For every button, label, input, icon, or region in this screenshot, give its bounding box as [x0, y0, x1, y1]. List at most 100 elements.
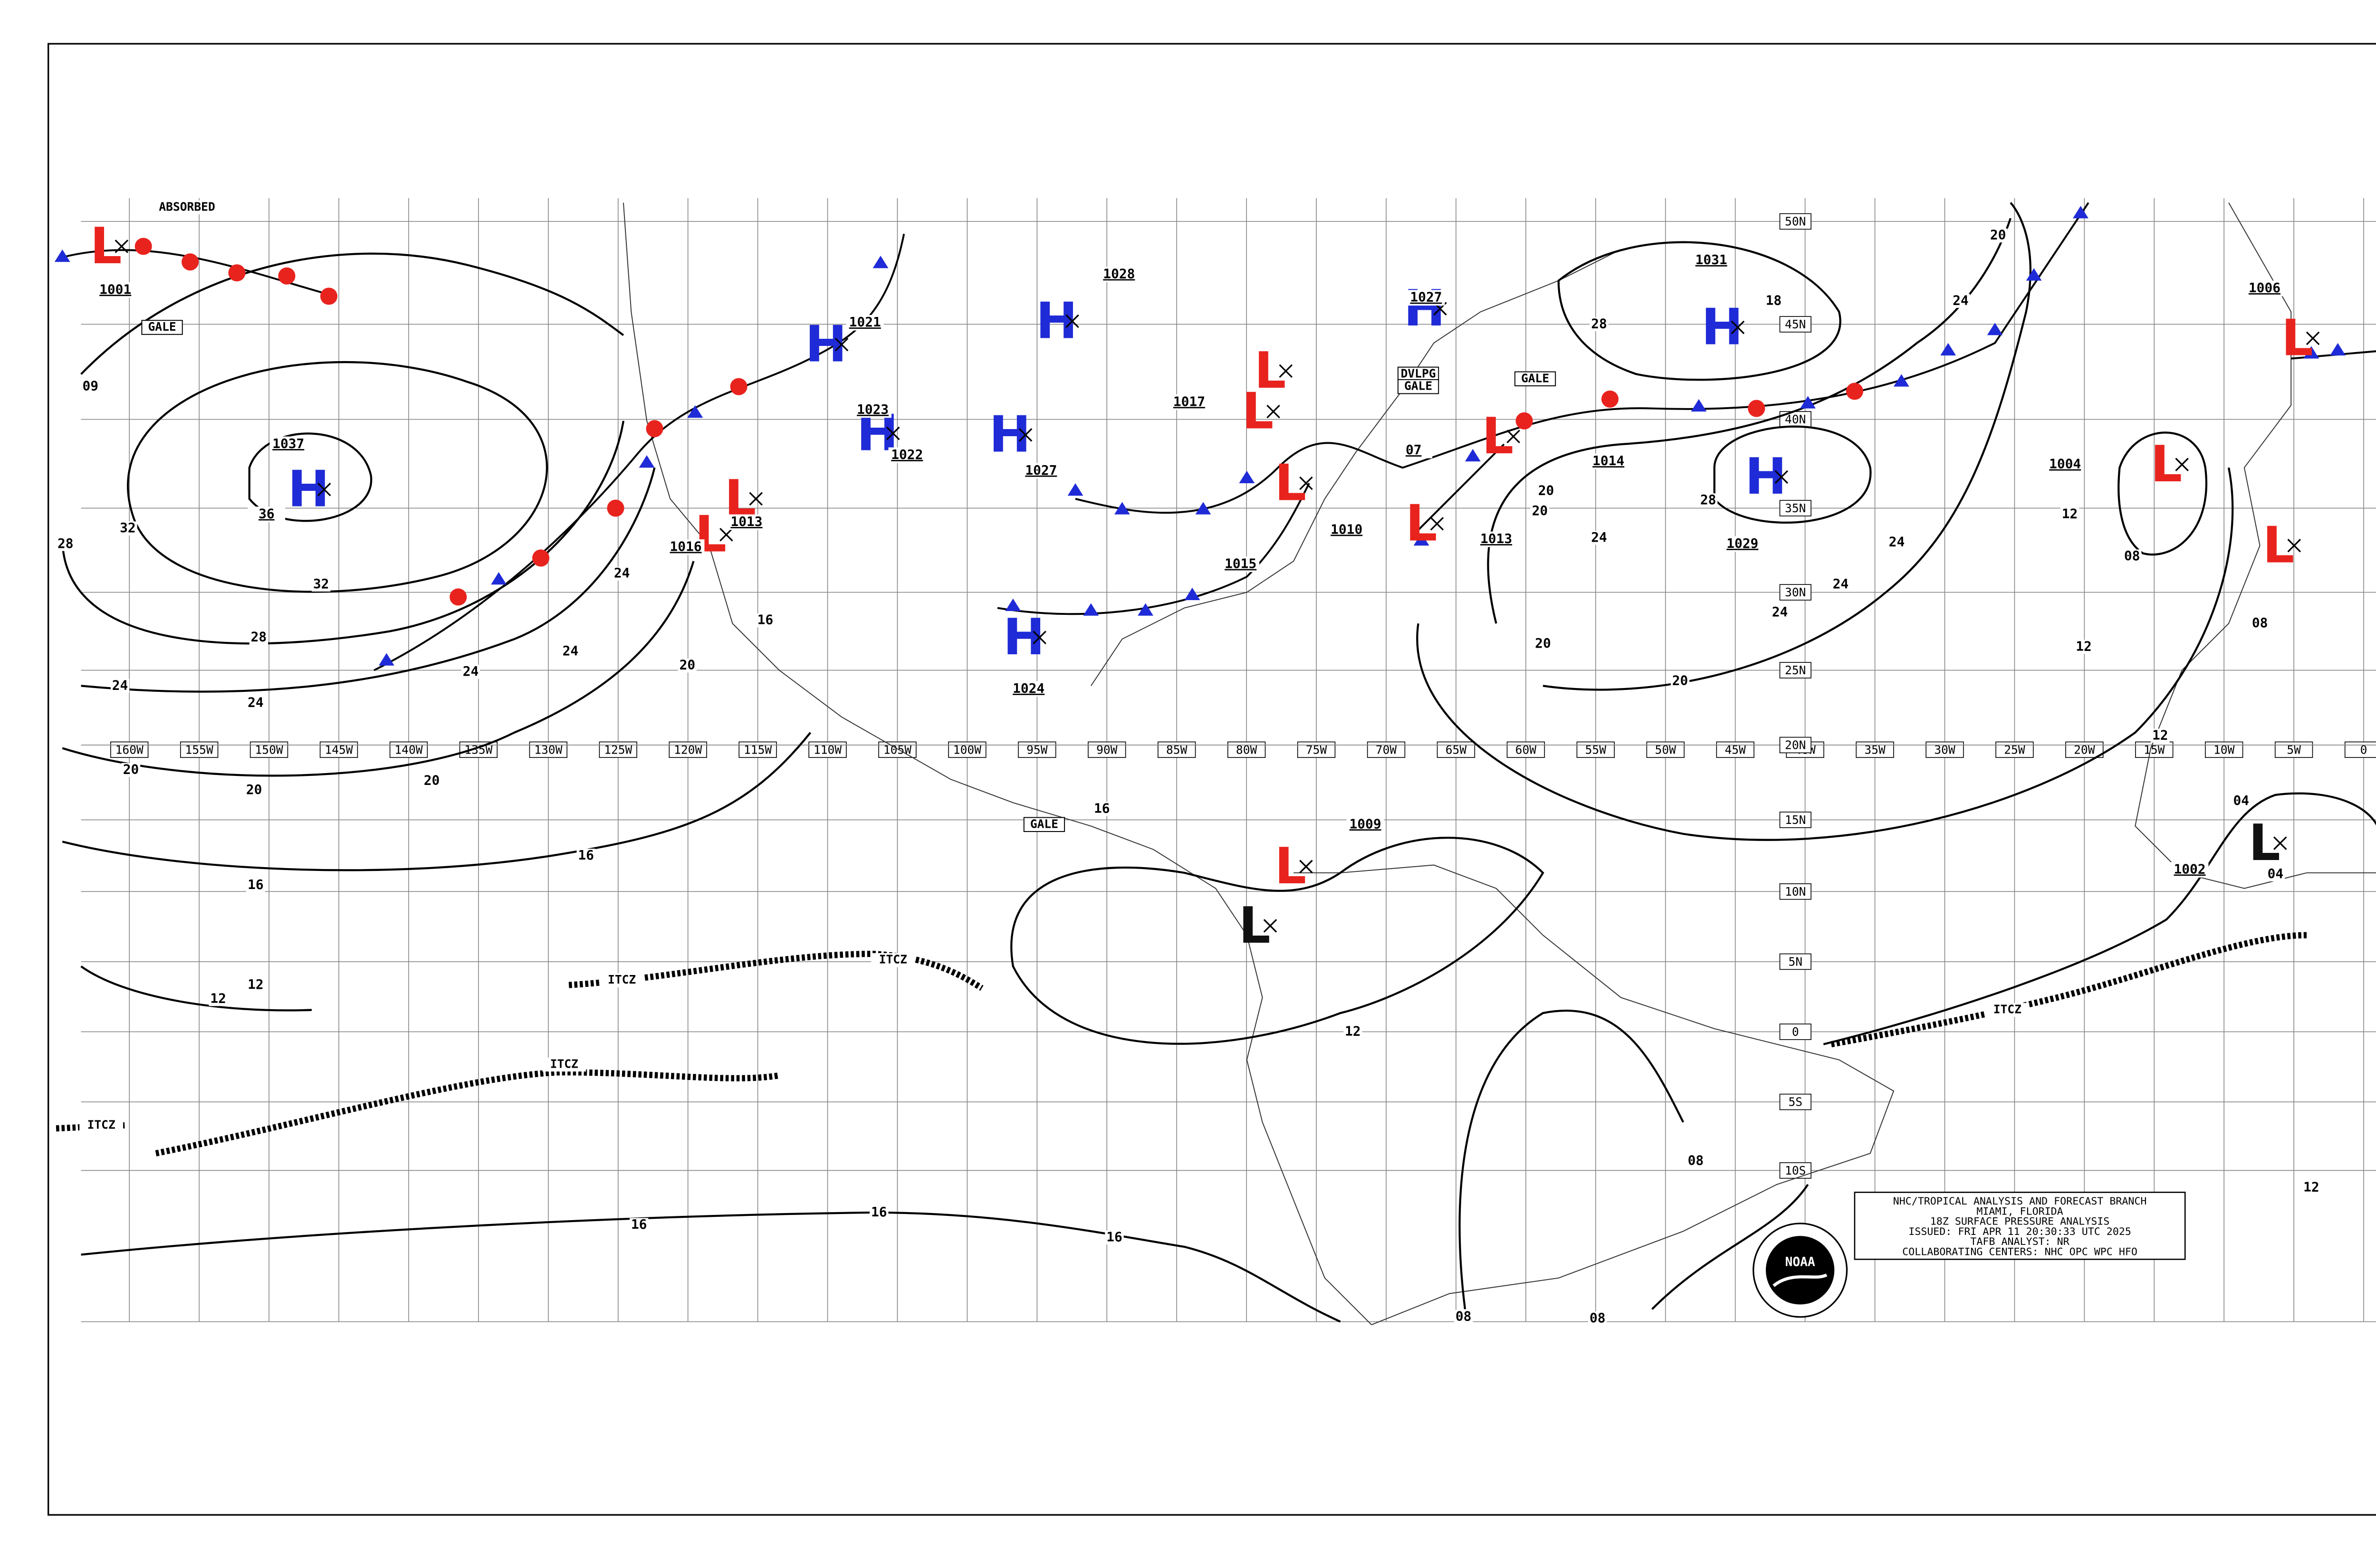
isobar-label-bg: [2123, 549, 2142, 564]
lat-label: 30N: [1785, 585, 1806, 599]
isobar-label: 24: [1953, 292, 1969, 308]
annotation-bg: [600, 973, 644, 988]
lon-label-box: [1297, 741, 1336, 758]
center-mark: [749, 492, 763, 506]
isobar-label: 24: [563, 643, 579, 659]
isobar-label-bg: [2074, 640, 2093, 654]
pressure-center-symbol: L: [2249, 814, 2280, 872]
isobar-label: 08: [2124, 548, 2140, 564]
annotation: GALE: [1521, 371, 1549, 385]
info-box: NHC/TROPICAL ANALYSIS AND FORECAST BRANC…: [1854, 1191, 2186, 1260]
pressure-label: 1021: [849, 314, 881, 330]
annotation: ITCZ: [1993, 1003, 2022, 1016]
pressure-label-bg: [1170, 394, 1208, 410]
isobar-label: 24: [112, 677, 128, 693]
pressure-label: 1004: [2049, 456, 2081, 472]
annotation: ITCZ: [608, 973, 636, 986]
pressure-label: 1009: [1350, 816, 1381, 832]
isobar-label-bg: [1764, 294, 1783, 308]
isobar-label: 08: [2252, 615, 2268, 631]
pressure-label: 1017: [1173, 393, 1205, 409]
isobar-label-bg: [110, 679, 130, 693]
lat-label-box: [1779, 1093, 1811, 1110]
cold-front-barb: [491, 572, 507, 585]
cold-front-barb: [2026, 268, 2042, 281]
isobar-label: 12: [248, 976, 264, 992]
lat-label-box: [1779, 500, 1811, 516]
info-line: ISSUED: FRI APR 11 20:30:33 UTC 2025: [1908, 1226, 2131, 1238]
pressure-label: 1024: [1013, 680, 1044, 696]
isobar-label: 24: [1772, 604, 1788, 620]
pressure-label-bg: [1724, 536, 1762, 552]
isobar-label: 20: [1672, 673, 1688, 688]
cold-front-barb: [54, 249, 70, 262]
pressure-center-symbol: H: [1404, 279, 1446, 337]
center-mark: [886, 426, 900, 440]
isobar-label-bg: [561, 644, 580, 659]
warm-front-lobe: [182, 253, 199, 271]
isobar-label: 24: [614, 565, 630, 581]
pressure-label-bg: [2246, 280, 2283, 296]
noaa-logo: NOAA: [1753, 1223, 1848, 1318]
center-mark: [1731, 320, 1745, 335]
center-mark: [317, 482, 331, 497]
pressure-label-bg: [1022, 463, 1060, 479]
lat-label: 25N: [1785, 663, 1806, 677]
annotation: ITCZ: [550, 1057, 578, 1071]
lon-label-box: [319, 741, 358, 758]
annotation-box: [141, 320, 183, 335]
isobar-label-bg: [1092, 802, 1111, 816]
isobar-label: 18: [1766, 292, 1782, 308]
warm-front-lobe: [1601, 390, 1619, 408]
pressure-label: 1010: [1331, 521, 1362, 537]
pressure-center-symbol: L: [2263, 516, 2295, 574]
isobar-label-bg: [422, 774, 441, 788]
isobar-label-bg: [756, 613, 775, 628]
annotation: DVLPG: [1401, 366, 1436, 380]
lon-label-box: [669, 741, 707, 758]
pressure-label-bg: [2171, 861, 2209, 878]
isobar-label-bg: [1590, 317, 1609, 332]
center-mark: [1774, 470, 1789, 484]
pressure-center-symbol: L: [1274, 454, 1306, 512]
warm-front-lobe: [450, 588, 467, 606]
isobar-label: 28: [251, 629, 267, 645]
isobar-label-bg: [576, 849, 595, 863]
isobar-label-bg: [1670, 674, 1690, 688]
pressure-label: 1001: [99, 281, 131, 297]
isobar-label-bg: [1343, 1024, 1362, 1039]
lat-label-box: [1779, 1023, 1811, 1040]
annotation-box: [1514, 371, 1556, 387]
isobar-label: 20: [424, 772, 440, 788]
cold-front-barb: [639, 455, 655, 468]
lon-label-box: [2205, 741, 2243, 758]
isobar-label: 12: [2076, 638, 2092, 654]
cold-front-barb: [1987, 323, 2003, 335]
center-mark: [1506, 430, 1520, 443]
isobar-label: 20: [680, 657, 696, 673]
info-box-border: [1854, 1191, 2186, 1260]
cold-front-barb: [2330, 343, 2346, 356]
cold-front-barb: [1239, 470, 1255, 484]
warm-front-lobe: [1515, 412, 1533, 430]
center-mark: [1033, 631, 1046, 644]
isobar-label-bg: [1530, 504, 1550, 518]
isobar-label-bg: [1533, 637, 1552, 651]
lat-label: 5N: [1788, 955, 1802, 969]
pressure-label-bg: [269, 436, 307, 452]
pressure-label-bg: [1395, 442, 1433, 459]
warm-front-lobe: [730, 378, 747, 395]
lon-label-box: [1856, 741, 1894, 758]
isobar-label: 24: [248, 694, 264, 710]
cold-front-barb: [687, 405, 703, 418]
pressure-label-bg: [1010, 681, 1047, 697]
pressure-label: 1029: [1726, 535, 1758, 551]
lon-label-box: [110, 741, 149, 758]
isobar-label-bg: [1590, 531, 1609, 545]
pressure-label-bg: [248, 507, 286, 523]
isobar-label: 20: [123, 761, 139, 777]
cold-front-barb: [1465, 449, 1481, 462]
cold-front-barb: [872, 256, 889, 268]
pressure-center-symbol: L: [2150, 435, 2182, 493]
lon-label-box: [1926, 741, 1964, 758]
